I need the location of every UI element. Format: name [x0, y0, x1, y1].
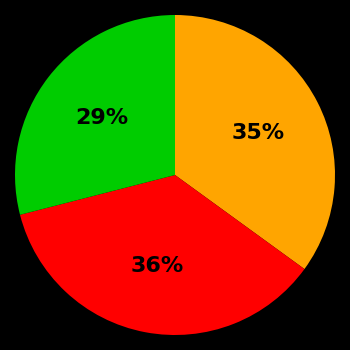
Text: 29%: 29%	[75, 108, 128, 128]
Text: 36%: 36%	[131, 256, 184, 276]
Wedge shape	[175, 15, 335, 269]
Wedge shape	[15, 15, 175, 215]
Text: 35%: 35%	[231, 123, 284, 143]
Wedge shape	[20, 175, 304, 335]
